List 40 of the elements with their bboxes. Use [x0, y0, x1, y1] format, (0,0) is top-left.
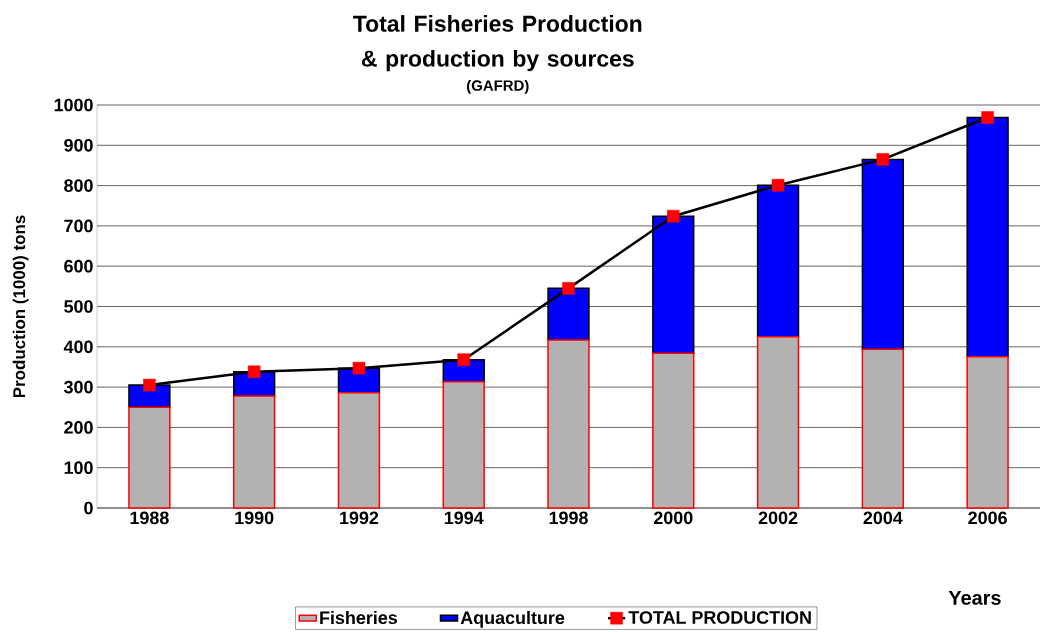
x-axis-title: Years: [948, 590, 1001, 605]
y-tick-label: 500: [64, 300, 93, 313]
bar: [861, 158, 905, 350]
bar: [547, 339, 590, 509]
x-tick-label: 1990: [235, 511, 274, 525]
legend-label: Aquaculture: [460, 610, 565, 628]
x-tick-label: 1988: [130, 511, 169, 525]
y-tick-label: 800: [64, 179, 93, 192]
x-tick-label: 1998: [549, 511, 588, 525]
bar: [232, 395, 276, 509]
y-tick-label: 900: [64, 138, 93, 152]
x-tick-label: 2004: [863, 511, 903, 525]
y-tick-label: 300: [63, 380, 93, 394]
y-tick-label: 200: [64, 421, 93, 434]
bar: [861, 348, 905, 509]
y-tick-label: 1000: [54, 98, 93, 112]
bar: [756, 184, 800, 338]
x-tick-label: 2002: [758, 511, 798, 525]
chart-subtitle: (GAFRD): [466, 79, 529, 94]
y-tick-label: 0: [84, 501, 93, 515]
bar: [442, 381, 485, 509]
x-tick-label: 1992: [340, 511, 379, 525]
legend-label: TOTAL PRODUCTION: [628, 611, 811, 624]
legend-label: Fisheries: [320, 610, 398, 625]
y-tick-label: 700: [64, 219, 93, 233]
bar: [652, 352, 695, 509]
x-tick-label: 2000: [653, 511, 693, 525]
y-tick-label: 400: [63, 340, 93, 354]
chart-title: Total Fisheries Production & production by sources: [353, 15, 642, 72]
bar: [756, 335, 800, 509]
bar: [128, 406, 171, 509]
x-tick-label: 1994: [444, 511, 484, 525]
bar: [547, 287, 590, 341]
bar: [652, 215, 695, 354]
y-tick-label: 600: [64, 259, 93, 273]
y-tick-label: 100: [64, 461, 93, 475]
bar: [966, 356, 1009, 509]
bar: [337, 391, 381, 509]
y-axis-title: Production (1000) tons: [12, 215, 29, 398]
x-tick-label: 2006: [968, 511, 1007, 525]
